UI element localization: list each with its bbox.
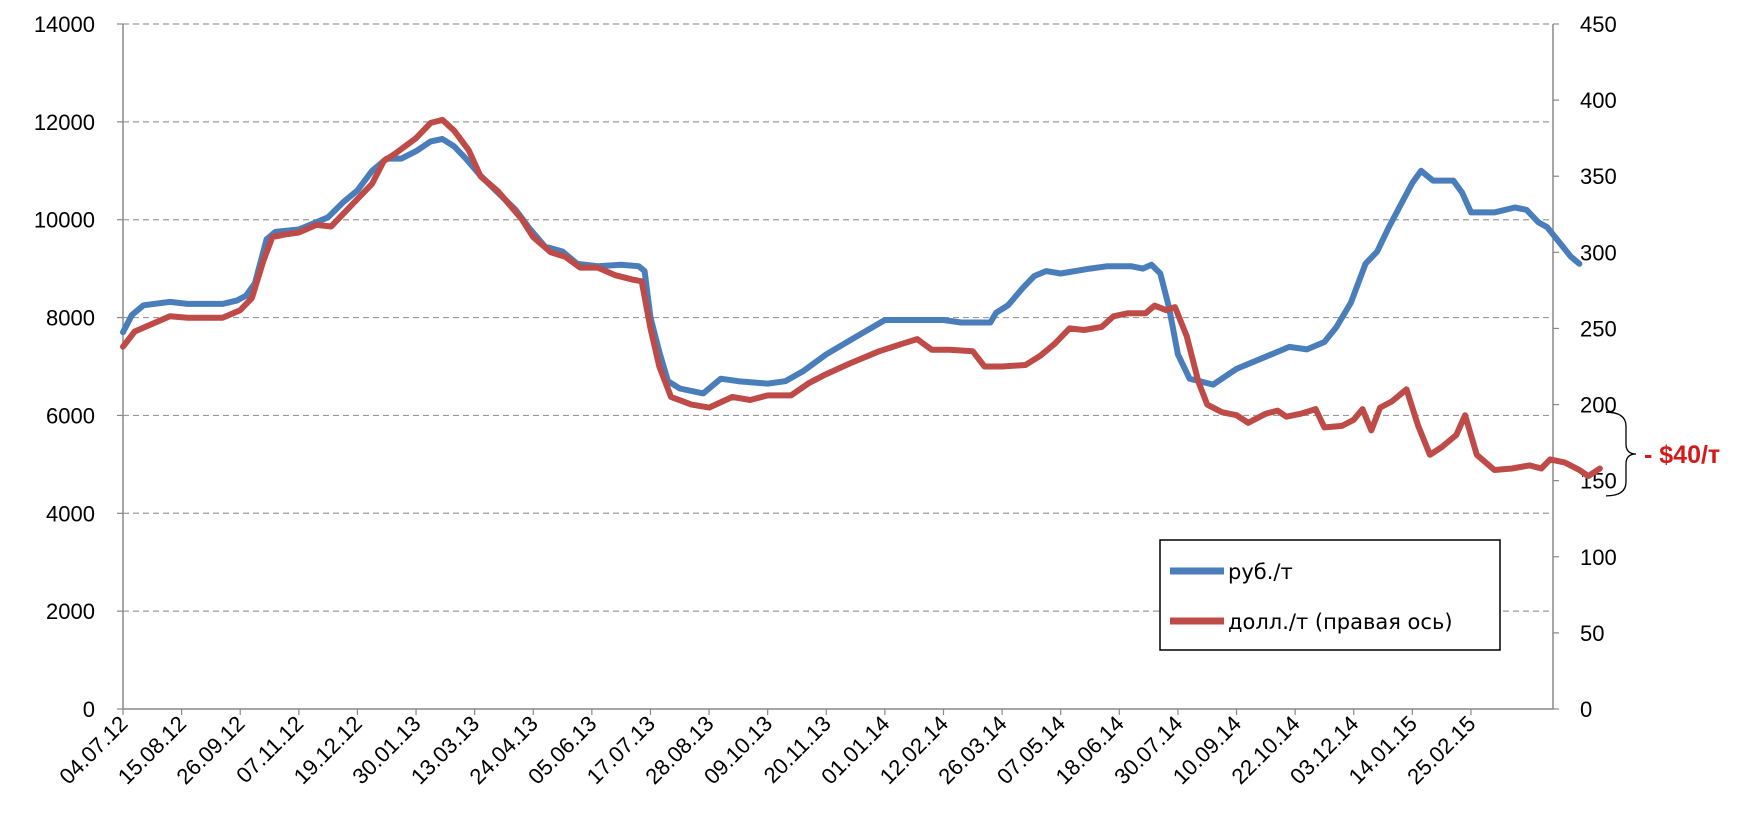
left-tick-label-4: 8000	[46, 306, 95, 331]
right-tick-label-7: 350	[1580, 164, 1617, 189]
right-tick-label-6: 300	[1580, 240, 1617, 265]
left-tick-label-7: 14000	[34, 12, 95, 37]
annotation-text: - $40/т	[1644, 441, 1720, 469]
legend-box	[1159, 539, 1501, 651]
left-axis-ticks: 0 2000 4000 6000 8000 10000 12000 14000	[34, 12, 123, 722]
right-tick-label-0: 0	[1580, 697, 1592, 722]
right-tick-label-2: 100	[1580, 545, 1617, 570]
left-tick-label-6: 12000	[34, 110, 95, 135]
legend-label-usd: долл./т (правая ось)	[1228, 610, 1453, 634]
annotation: - $40/т	[1605, 411, 1720, 497]
legend: руб./т долл./т (правая ось)	[1159, 539, 1501, 651]
legend-label-rub: руб./т	[1228, 560, 1293, 584]
left-tick-label-3: 6000	[46, 403, 95, 428]
gridlines	[123, 23, 1553, 612]
series-layer	[120, 116, 1603, 480]
right-tick-label-5: 250	[1580, 316, 1617, 341]
series-line-1	[120, 116, 1603, 480]
left-tick-label-2: 4000	[46, 501, 95, 526]
right-tick-label-1: 50	[1580, 621, 1604, 646]
left-tick-label-0: 0	[83, 697, 95, 722]
right-tick-label-4: 200	[1580, 393, 1617, 418]
left-tick-label-1: 2000	[46, 599, 95, 624]
annotation-brace	[1605, 411, 1637, 497]
series-line-0	[120, 136, 1583, 397]
right-tick-label-9: 450	[1580, 12, 1617, 37]
right-tick-label-8: 400	[1580, 88, 1617, 113]
x-axis-ticks: 04.07.1215.08.1226.09.1207.11.1219.12.12…	[54, 709, 1480, 789]
left-tick-label-5: 10000	[34, 208, 95, 233]
